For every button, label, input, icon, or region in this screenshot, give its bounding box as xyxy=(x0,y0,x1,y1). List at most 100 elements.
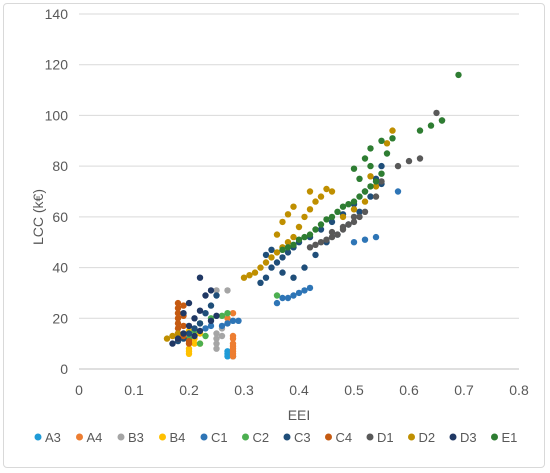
y-tick-label: 120 xyxy=(45,57,69,73)
point-C1 xyxy=(394,188,402,195)
point-E1 xyxy=(427,122,435,129)
point-D1 xyxy=(378,178,385,185)
x-tick-label: 0.8 xyxy=(509,382,529,398)
point-D1 xyxy=(433,109,440,117)
point-C3 xyxy=(284,249,292,256)
point-D1 xyxy=(328,233,336,241)
point-D3 xyxy=(196,307,204,314)
point-E1 xyxy=(323,216,330,223)
point-B3 xyxy=(213,335,220,342)
legend-label: C3 xyxy=(294,430,311,445)
point-C2 xyxy=(202,332,209,340)
point-E1 xyxy=(361,155,369,162)
point-D2 xyxy=(367,173,374,180)
point-D1 xyxy=(334,231,341,238)
point-D1 xyxy=(339,223,347,231)
point-E1 xyxy=(356,175,363,182)
point-E1 xyxy=(279,246,286,253)
legend-marker xyxy=(242,433,249,441)
legend-label: D3 xyxy=(460,430,477,445)
point-A4 xyxy=(229,340,237,347)
point-D1 xyxy=(372,193,380,200)
point-D2 xyxy=(361,198,369,205)
point-D2 xyxy=(339,213,347,221)
legend-item-D1: D1 xyxy=(366,430,394,445)
point-C2 xyxy=(273,292,281,299)
point-C1 xyxy=(229,317,237,324)
y-tick-label: 20 xyxy=(52,310,68,326)
legend-label: E1 xyxy=(502,430,518,445)
point-D2 xyxy=(290,203,297,210)
legend-item-C2: C2 xyxy=(242,430,269,445)
point-C3 xyxy=(378,162,385,170)
point-D3 xyxy=(213,312,220,319)
point-A3 xyxy=(224,348,231,355)
point-E1 xyxy=(372,178,380,185)
point-C2 xyxy=(196,340,204,347)
legend-item-C3: C3 xyxy=(283,430,311,445)
point-D2 xyxy=(163,335,171,342)
point-E1 xyxy=(350,165,358,172)
point-E1 xyxy=(350,198,358,205)
point-D1 xyxy=(328,228,336,236)
point-D3 xyxy=(196,327,204,335)
point-D3 xyxy=(196,274,204,281)
point-A4 xyxy=(229,332,237,340)
point-C3 xyxy=(262,251,270,259)
point-E1 xyxy=(306,231,314,238)
point-D2 xyxy=(262,259,270,266)
point-C3 xyxy=(356,208,363,215)
y-tick-label: 100 xyxy=(45,107,69,123)
point-E1 xyxy=(295,236,303,243)
point-C1 xyxy=(235,317,242,324)
point-D2 xyxy=(284,211,292,218)
point-E1 xyxy=(356,193,363,200)
point-C1 xyxy=(207,322,215,330)
point-B3 xyxy=(213,287,220,294)
legend-marker xyxy=(200,433,208,441)
point-C1 xyxy=(361,236,369,243)
point-C3 xyxy=(279,269,286,276)
point-D3 xyxy=(191,332,198,340)
point-C1 xyxy=(202,325,209,332)
point-D3 xyxy=(207,287,215,294)
gridlines xyxy=(79,13,519,370)
point-C3 xyxy=(257,279,264,286)
y-tick-label: 40 xyxy=(52,260,68,276)
point-C4 xyxy=(174,320,182,327)
point-C4 xyxy=(180,322,187,330)
y-axis-title: LCC (k€) xyxy=(30,189,46,245)
point-C1 xyxy=(290,292,297,299)
series-D1 xyxy=(306,109,446,251)
point-E1 xyxy=(361,188,369,195)
point-D2 xyxy=(169,332,176,340)
legend-item-B3: B3 xyxy=(117,430,144,445)
point-C1 xyxy=(218,322,226,330)
legend-marker xyxy=(408,433,415,441)
legend-item-E1: E1 xyxy=(491,430,517,445)
x-tick-label: 0.6 xyxy=(399,382,419,398)
point-D2 xyxy=(273,231,281,238)
tick-labels: 0 20 40 60 80 100 120 140 0 0.1 0.2 0.3 0.4 0.5 0.6 0.7… xyxy=(45,6,529,398)
point-D2 xyxy=(317,193,325,200)
point-E1 xyxy=(317,221,325,228)
point-D2 xyxy=(295,223,303,231)
point-D2 xyxy=(174,330,182,337)
point-D3 xyxy=(180,330,187,337)
point-C3 xyxy=(202,310,209,317)
legend-item-C4: C4 xyxy=(325,430,352,445)
point-D2 xyxy=(257,264,264,271)
series-D2 xyxy=(163,127,396,342)
point-D1 xyxy=(416,155,424,162)
series-C1 xyxy=(202,188,402,332)
point-E1 xyxy=(301,233,308,241)
x-tick-label: 0.4 xyxy=(289,382,309,398)
point-C3 xyxy=(328,218,336,226)
point-C1 xyxy=(284,294,292,302)
point-E1 xyxy=(378,137,385,144)
point-D2 xyxy=(301,213,308,221)
point-B3 xyxy=(213,340,220,347)
legend-label: C4 xyxy=(336,430,353,445)
y-tick-label: 80 xyxy=(52,158,68,174)
